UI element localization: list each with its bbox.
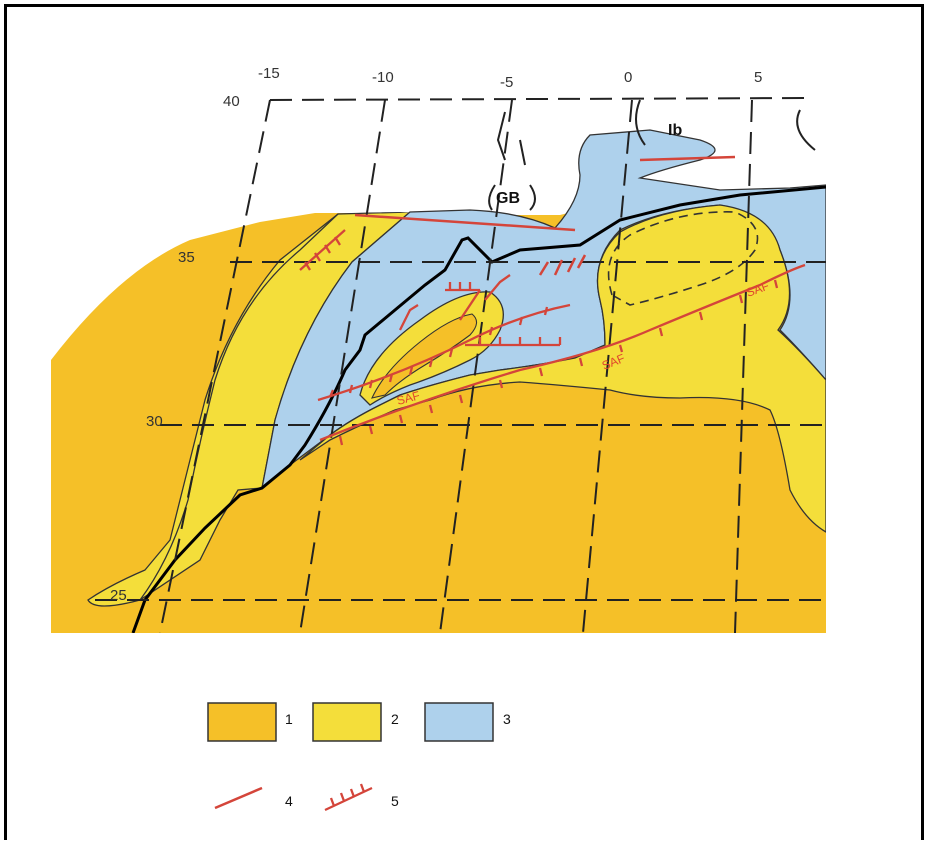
map-area: SAF SAF SAF GB Ib (51, 35, 826, 633)
lon-label-0: 0 (624, 69, 632, 86)
thrusts (299, 229, 806, 446)
legend-label-2: 2 (391, 711, 399, 727)
legend-label-5: 5 (391, 793, 399, 809)
gb-bracket (488, 184, 536, 211)
legend-label-3: 3 (503, 711, 511, 727)
lon-label-minus5: -5 (500, 74, 513, 91)
legend-swatch-1 (207, 702, 277, 742)
coastline (131, 185, 826, 633)
lon-label-5: 5 (754, 69, 762, 86)
zone-2-tell (299, 204, 826, 533)
faults (354, 155, 736, 276)
place-label-ib: Ib (668, 122, 682, 139)
dashed-contour-ne (607, 211, 759, 306)
north-coast-squiggles (496, 99, 816, 166)
lat-label-35: 35 (178, 249, 195, 266)
place-label-gb: GB (496, 190, 520, 207)
figure-frame (4, 4, 924, 840)
lat-label-30: 30 (146, 413, 163, 430)
legend-thrust-symbol (324, 783, 373, 812)
graticule (95, 97, 826, 633)
lon-label-minus15: -15 (258, 65, 280, 82)
legend: 1 2 3 4 5 (207, 702, 511, 812)
lon-label-minus10: -10 (372, 69, 394, 86)
legend-swatch-2 (312, 702, 382, 742)
lat-label-25: 25 (110, 587, 127, 604)
fault-label-saf-1: SAF (395, 388, 421, 408)
legend-label-1: 1 (285, 711, 293, 727)
legend-label-4: 4 (285, 793, 293, 809)
zone-1-rif-core (371, 313, 478, 399)
longitude-labels: -15 -10 -5 0 5 (258, 65, 762, 91)
latitude-labels: 40 35 30 25 (110, 93, 240, 604)
legend-swatch-3 (424, 702, 494, 742)
legend-fault-symbol (214, 786, 263, 810)
lat-label-40: 40 (223, 93, 240, 110)
